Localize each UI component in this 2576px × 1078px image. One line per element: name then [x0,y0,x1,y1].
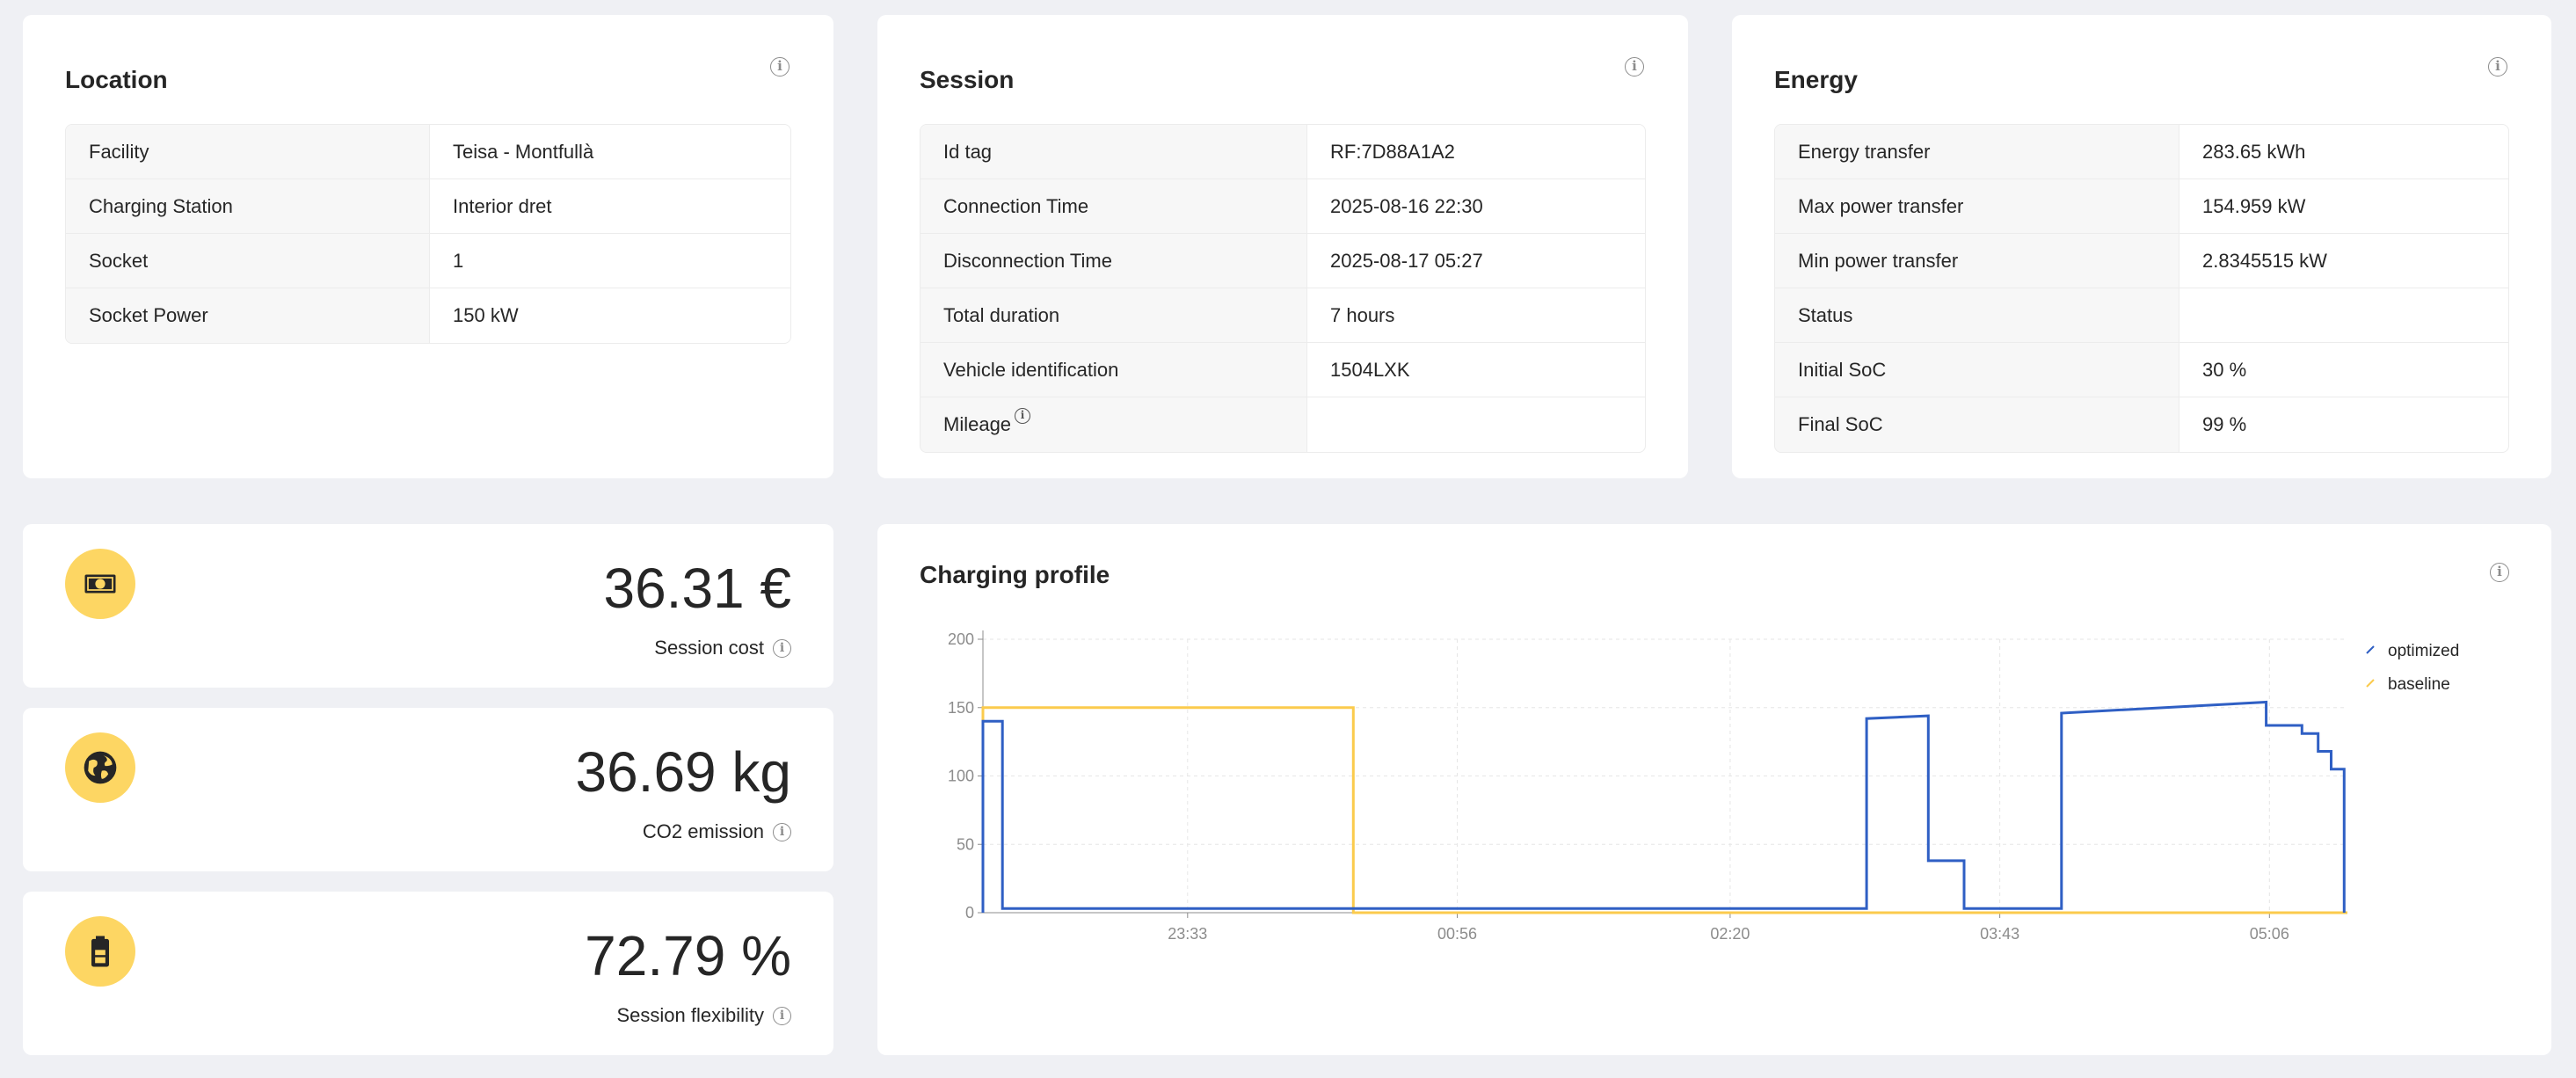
x-tick-label: 03:43 [1980,925,2019,943]
row-key-mileage: Mileage i [921,397,1307,452]
location-table: Facility Teisa - Montfullà Charging Stat… [65,124,791,344]
legend-label-baseline: baseline [2388,675,2450,694]
table-row: Disconnection Time 2025-08-17 05:27 [921,234,1645,288]
location-card: Location i Facility Teisa - Montfullà Ch… [23,15,833,478]
energy-title: Energy [1774,66,1858,93]
y-tick-label: 50 [957,835,974,853]
row-value: 30 % [2202,358,2247,381]
flexibility-label: Session flexibility [616,1004,764,1026]
table-row: Status [1775,288,2508,343]
row-value: 7 hours [1330,303,1395,326]
globe-icon [65,732,135,803]
chart-title: Charging profile [920,561,1110,588]
table-row: Charging Station Interior dret [66,179,790,234]
flexibility-label-row: Session flexibility i [616,1004,791,1027]
session-card: Session i Id tag RF:7D88A1A2 Connection … [877,15,1688,478]
row-key: Id tag [921,125,1307,178]
energy-card: Energy i Energy transfer 283.65 kWh Max … [1732,15,2551,478]
row-value: 1504LXK [1330,358,1410,381]
energy-info-icon[interactable]: i [2488,57,2507,76]
co2-value: 36.69 kg [575,740,791,804]
table-row: Facility Teisa - Montfullà [66,125,790,179]
location-title: Location [65,66,168,93]
row-key: Final SoC [1775,397,2179,452]
session-cost-card: 36.31 € Session cost i [23,524,833,688]
row-value: 2.8345515 kW [2202,249,2327,272]
co2-label-row: CO2 emission i [643,820,791,843]
series-line-optimized [981,700,2346,913]
row-key: Vehicle identification [921,343,1307,397]
legend-label-optimized: optimized [2388,642,2459,660]
row-key: Energy transfer [1775,125,2179,178]
row-value: 154.959 kW [2202,194,2306,217]
row-value: 150 kW [453,304,519,326]
row-value: RF:7D88A1A2 [1330,140,1455,163]
table-row: Energy transfer 283.65 kWh [1775,125,2508,179]
row-key: Min power transfer [1775,234,2179,288]
location-info-icon[interactable]: i [770,57,790,76]
table-row: Vehicle identification 1504LXK [921,343,1645,397]
row-key: Disconnection Time [921,234,1307,288]
co2-info-icon[interactable]: i [773,822,791,841]
x-tick-label: 23:33 [1168,925,1207,943]
session-cost-value: 36.31 € [603,557,791,620]
row-key: Total duration [921,288,1307,342]
legend-swatch-baseline [2366,679,2375,688]
session-title: Session [920,66,1015,93]
table-row: Min power transfer 2.8345515 kW [1775,234,2508,288]
charging-profile-card: Charging profile i 0 50 100 150 200 23:33 00:5… [877,524,2551,1055]
energy-table: Energy transfer 283.65 kWh Max power tra… [1774,124,2509,453]
y-tick-label: 200 [948,630,974,648]
co2-label: CO2 emission [642,820,764,842]
session-table: Id tag RF:7D88A1A2 Connection Time 2025-… [920,124,1646,453]
row-key: Initial SoC [1775,343,2179,397]
x-tick-label: 00:56 [1437,925,1477,943]
row-key: Status [1775,288,2179,342]
x-tick-label: 02:20 [1710,925,1750,943]
row-value [1307,397,1330,452]
row-key: Connection Time [921,179,1307,233]
row-key: Charging Station [66,179,430,233]
row-value: 1 [453,249,464,272]
table-row: Final SoC 99 % [1775,397,2508,452]
session-cost-label-row: Session cost i [654,637,791,659]
row-value [2179,288,2202,342]
table-row: Id tag RF:7D88A1A2 [921,125,1645,179]
row-key: Max power transfer [1775,179,2179,233]
row-value: 2025-08-17 05:27 [1330,249,1483,272]
row-key: Socket Power [66,288,430,343]
battery-icon [65,916,135,987]
flexibility-info-icon[interactable]: i [773,1006,791,1025]
row-value: 283.65 kWh [2202,140,2306,163]
table-row: Max power transfer 154.959 kW [1775,179,2508,234]
money-icon [65,549,135,619]
row-value: 2025-08-16 22:30 [1330,194,1483,217]
mileage-label: Mileage [943,413,1012,435]
table-row: Mileage i [921,397,1645,452]
row-value: Interior dret [453,194,552,217]
session-cost-info-icon[interactable]: i [773,638,791,658]
mileage-info-icon[interactable]: i [1015,408,1031,424]
row-value: 99 % [2202,413,2247,435]
x-tick-label: 05:06 [2250,925,2289,943]
row-value: Teisa - Montfullà [453,140,594,163]
row-key: Socket [66,234,430,288]
table-row: Socket Power 150 kW [66,288,790,343]
table-row: Total duration 7 hours [921,288,1645,343]
charging-profile-chart[interactable]: 0 50 100 150 200 23:33 00:56 02:20 03:43 05:06 op… [877,524,2551,1055]
row-key: Facility [66,125,430,178]
session-info-icon[interactable]: i [1625,57,1644,76]
flexibility-card: 72.79 % Session flexibility i [23,892,833,1055]
flexibility-value: 72.79 % [585,924,791,987]
y-tick-label: 0 [965,904,974,921]
table-row: Socket 1 [66,234,790,288]
y-tick-label: 100 [948,768,974,785]
y-tick-label: 150 [948,699,974,717]
session-cost-label: Session cost [654,637,764,659]
table-row: Initial SoC 30 % [1775,343,2508,397]
chart-info-icon[interactable]: i [2490,563,2509,582]
co2-card: 36.69 kg CO2 emission i [23,708,833,871]
table-row: Connection Time 2025-08-16 22:30 [921,179,1645,234]
legend-swatch-optimized [2366,645,2375,654]
